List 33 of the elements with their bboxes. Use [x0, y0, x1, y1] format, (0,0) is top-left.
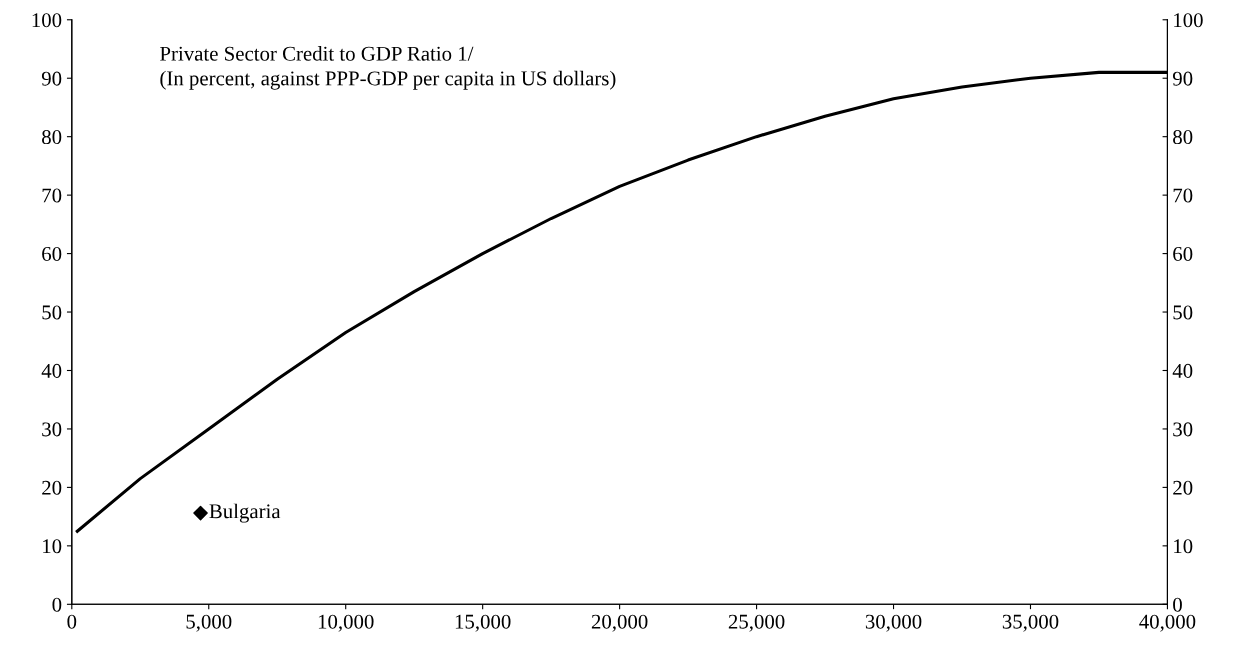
y2-tick-label: 20 — [1173, 480, 1193, 495]
y-tick-label: 10 — [43, 539, 62, 554]
y-tick-label: 70 — [42, 188, 62, 203]
y2-tick-label: 70 — [1173, 188, 1193, 203]
y-tick-label: 100 — [32, 13, 62, 28]
y2-tick-label: 90 — [1172, 71, 1193, 86]
y-tick-label: 30 — [42, 422, 62, 437]
y-tick-label: 60 — [42, 246, 62, 262]
y-tick-label: 40 — [41, 363, 62, 378]
y2-tick-label: 60 — [1173, 246, 1193, 262]
x-tick-label: 15,000 — [455, 614, 511, 632]
x-tick-label: 40,000 — [1139, 614, 1196, 632]
y-tick-label: 80 — [42, 130, 62, 145]
x-tick-label: 30,000 — [865, 614, 922, 632]
y-tick-label: 0 — [52, 597, 62, 612]
y2-tick-label: 10 — [1174, 539, 1193, 554]
y-tick-label: 90 — [41, 71, 62, 86]
x-tick-label: 35,000 — [1002, 614, 1059, 632]
y-tick-label: 20 — [42, 480, 62, 495]
x-tick-label: 25,000 — [728, 614, 785, 632]
y2-tick-label: 30 — [1173, 422, 1193, 437]
y2-tick-label: 40 — [1172, 363, 1193, 378]
y2-tick-label: 100 — [1174, 13, 1203, 28]
x-tick-label: 20,000 — [591, 614, 648, 632]
y2-tick-label: 50 — [1173, 305, 1193, 320]
x-tick-label: 0 — [67, 614, 77, 629]
x-tick-label: 5,000 — [186, 614, 232, 632]
y-tick-label: 50 — [42, 305, 62, 320]
series-label: Bulgaria — [209, 503, 281, 523]
y2-tick-label: 0 — [1173, 597, 1182, 612]
y2-tick-label: 80 — [1173, 130, 1193, 145]
text: Private Sector Credit to GDP Ratio 1/ (In percent, against PPP-GDP per capita in US dollars) — [160, 46, 616, 90]
x-tick-label: 10,000 — [318, 614, 374, 632]
